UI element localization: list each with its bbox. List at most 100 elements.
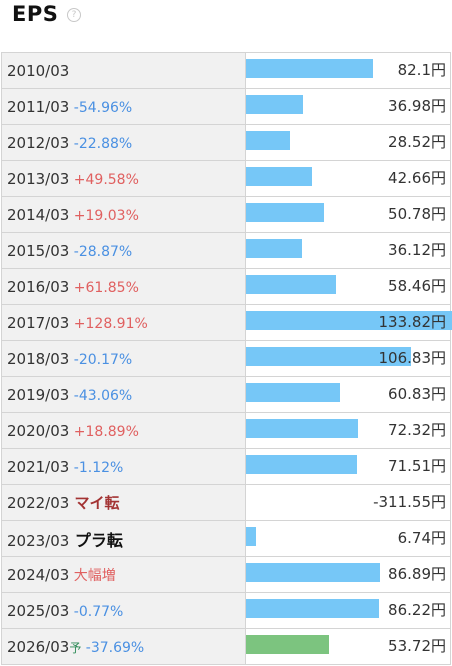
row-label: 2020/03 +18.89% [1, 412, 246, 449]
yoy-change: -54.96% [69, 99, 133, 116]
table-row: 2022/03 マイ転 -311.55円 [1, 484, 451, 521]
fiscal-year: 2015/03 [7, 241, 70, 260]
eps-table: 2010/03 82.1円 2011/03 -54.96% 36.98円 2012/03… [1, 52, 452, 665]
eps-bar [246, 419, 358, 438]
table-row: 2021/03 -1.12% 71.51円 [1, 448, 451, 485]
eps-bar-cell: 36.98円 [245, 88, 451, 125]
eps-value: 36.12円 [388, 241, 446, 259]
eps-bar-cell: 133.82円 [245, 304, 452, 341]
table-row: 2011/03 -54.96% 36.98円 [1, 88, 451, 125]
section-title: EPS [12, 2, 59, 26]
eps-bar-cell: 42.66円 [245, 160, 451, 197]
eps-bar-cell: 53.72円 [245, 628, 451, 665]
eps-bar-cell: 50.78円 [245, 196, 451, 233]
yoy-change: -37.69% [81, 639, 145, 656]
table-row: 2013/03 +49.58% 42.66円 [1, 160, 451, 197]
eps-bar-cell: 86.89円 [245, 556, 451, 593]
yoy-change: +61.85% [69, 279, 139, 296]
fiscal-year: 2013/03 [7, 169, 70, 188]
eps-bar [246, 455, 357, 474]
forecast-mark: 予 [69, 640, 82, 655]
table-row: 2023/03 プラ転 6.74円 [1, 520, 451, 557]
eps-value: 58.46円 [388, 277, 446, 295]
eps-bar [246, 239, 302, 258]
row-label: 2018/03 -20.17% [1, 340, 246, 377]
row-label: 2014/03 +19.03% [1, 196, 246, 233]
help-icon[interactable]: ? [67, 8, 81, 22]
eps-bar-cell: -311.55円 [245, 484, 451, 521]
fiscal-year: 2024/03 [7, 565, 70, 584]
yoy-change: +18.89% [69, 423, 139, 440]
eps-bar-cell: 36.12円 [245, 232, 451, 269]
row-label: 2024/03 大幅増 [1, 556, 246, 593]
table-row: 2012/03 -22.88% 28.52円 [1, 124, 451, 161]
yoy-change: +19.03% [69, 207, 139, 224]
table-row: 2026/03予 -37.69% 53.72円 [1, 628, 451, 665]
eps-bar [246, 563, 380, 582]
eps-bar-cell: 28.52円 [245, 124, 451, 161]
eps-value: 60.83円 [388, 385, 446, 403]
yoy-change: -43.06% [69, 387, 133, 404]
fiscal-year: 2011/03 [7, 97, 70, 116]
eps-bar-cell: 71.51円 [245, 448, 451, 485]
row-label: 2010/03 [1, 52, 246, 89]
fiscal-year: 2018/03 [7, 349, 70, 368]
fiscal-year: 2026/03 [7, 637, 70, 656]
table-row: 2016/03 +61.85% 58.46円 [1, 268, 451, 305]
section-header: EPS ? [0, 0, 452, 52]
eps-value: 71.51円 [388, 457, 446, 475]
eps-bar [246, 131, 290, 150]
yoy-change: -0.77% [69, 603, 124, 620]
fiscal-year: 2012/03 [7, 133, 70, 152]
forecast-bar [246, 635, 329, 654]
eps-value: 106.83円 [378, 349, 447, 367]
fiscal-year: 2023/03 [7, 531, 70, 550]
table-row: 2015/03 -28.87% 36.12円 [1, 232, 451, 269]
eps-value: 133.82円 [378, 313, 447, 331]
fiscal-year: 2017/03 [7, 313, 70, 332]
eps-bar [246, 311, 452, 330]
row-label: 2019/03 -43.06% [1, 376, 246, 413]
eps-bar-cell: 82.1円 [245, 52, 451, 89]
eps-bar [246, 275, 336, 294]
row-label: 2025/03 -0.77% [1, 592, 246, 629]
fiscal-year: 2021/03 [7, 457, 70, 476]
eps-bar-cell: 60.83円 [245, 376, 451, 413]
eps-value: 72.32円 [388, 421, 446, 439]
row-label: 2023/03 プラ転 [1, 520, 246, 557]
fiscal-year: 2022/03 [7, 494, 70, 512]
yoy-change: プラ転 [69, 530, 123, 550]
yoy-change: -28.87% [69, 243, 133, 260]
eps-bar [246, 95, 303, 114]
eps-bar [246, 383, 340, 402]
table-row: 2010/03 82.1円 [1, 52, 451, 89]
row-label: 2013/03 +49.58% [1, 160, 246, 197]
eps-bar [246, 599, 379, 618]
eps-bar [246, 527, 256, 546]
fiscal-year: 2016/03 [7, 277, 70, 296]
fiscal-year: 2020/03 [7, 421, 70, 440]
eps-value: 28.52円 [388, 133, 446, 151]
eps-value: 86.22円 [388, 601, 446, 619]
eps-bar [246, 203, 324, 222]
fiscal-year: 2025/03 [7, 601, 70, 620]
eps-value: 82.1円 [397, 61, 446, 79]
eps-table-body: 2010/03 82.1円 2011/03 -54.96% 36.98円 2012/03… [1, 52, 452, 665]
table-row: 2014/03 +19.03% 50.78円 [1, 196, 451, 233]
eps-bar-cell: 6.74円 [245, 520, 451, 557]
eps-bar-cell: 58.46円 [245, 268, 451, 305]
fiscal-year: 2019/03 [7, 385, 70, 404]
fiscal-year: 2010/03 [7, 61, 70, 80]
eps-value: 6.74円 [397, 529, 446, 547]
fiscal-year: 2014/03 [7, 205, 70, 224]
row-label: 2017/03 +128.91% [1, 304, 246, 341]
eps-bar [246, 167, 312, 186]
row-label: 2015/03 -28.87% [1, 232, 246, 269]
yoy-change: -1.12% [69, 459, 124, 476]
yoy-change: マイ転 [69, 494, 120, 512]
eps-bar [246, 347, 411, 366]
table-row: 2020/03 +18.89% 72.32円 [1, 412, 451, 449]
row-label: 2026/03予 -37.69% [1, 628, 246, 665]
yoy-change: +49.58% [69, 171, 139, 188]
eps-bar-cell: 106.83円 [245, 340, 451, 377]
